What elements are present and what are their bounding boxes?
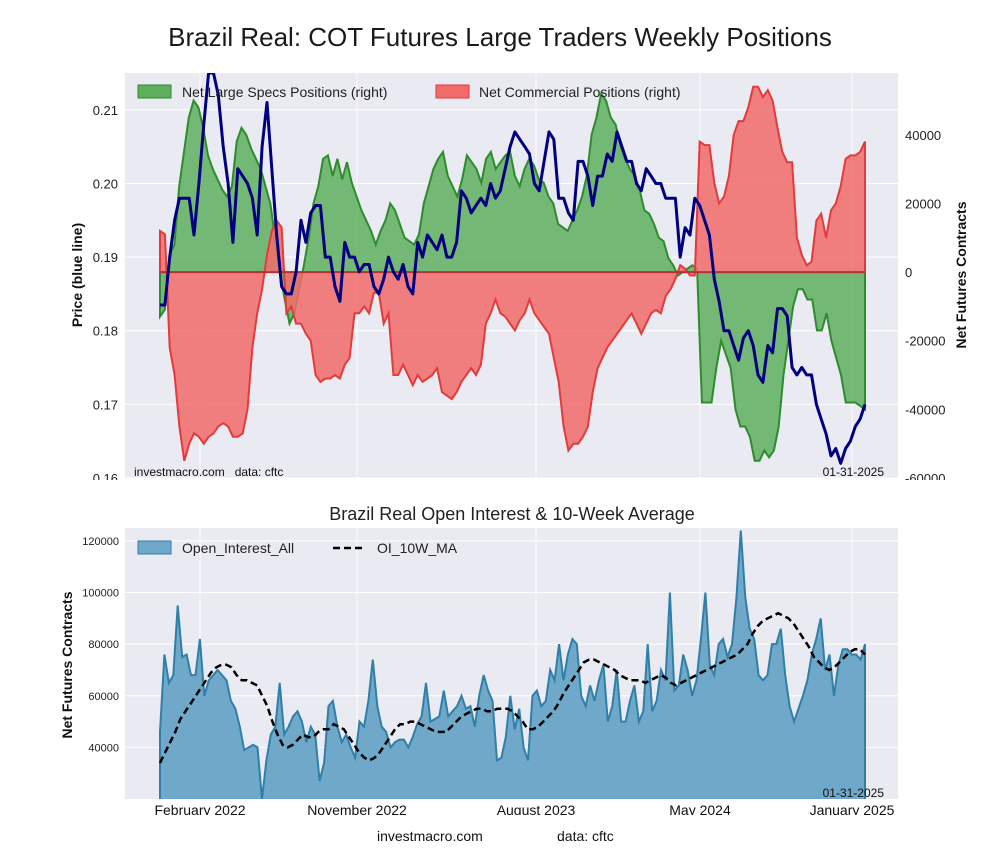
open-interest-chart: Brazil Real Open Interest & 10-Week Aver… xyxy=(59,504,898,815)
top-watermark: investmacro.com data: cftc xyxy=(134,465,283,479)
legend-label-specs: Net Large Specs Positions (right) xyxy=(182,84,387,100)
legend-label-commercial: Net Commercial Positions (right) xyxy=(479,84,681,100)
top-right-tick-1: -40000 xyxy=(905,402,945,417)
x-tick-1: November 2022 xyxy=(307,802,407,815)
top-date-label: 01-31-2025 xyxy=(823,465,885,479)
bottom-left-tick-1: 60000 xyxy=(88,691,119,703)
legend-swatch-open-interest xyxy=(137,540,172,555)
bottom-x-ticks: February 2022 November 2022 August 2023 May… xyxy=(154,802,894,815)
top-left-ticks: 0.16 0.17 0.18 0.19 0.20 0.21 xyxy=(93,103,118,480)
top-left-tick-0: 0.16 xyxy=(93,471,118,480)
top-right-ticks: -60000 -40000 -20000 0 20000 40000 xyxy=(905,128,945,480)
legend-swatch-commercial xyxy=(435,84,470,99)
top-left-tick-1: 0.17 xyxy=(93,397,118,412)
bottom-legend: Open_Interest_All OI_10W_MA xyxy=(137,540,458,556)
top-legend: Net Large Specs Positions (right) Net Co… xyxy=(137,84,681,100)
top-right-axis-label: Net Futures Contracts xyxy=(953,201,969,348)
footer-site: investmacro.com xyxy=(377,828,483,844)
top-right-tick-0: -60000 xyxy=(905,471,945,480)
x-tick-4: January 2025 xyxy=(810,802,895,815)
price-line xyxy=(160,73,867,465)
legend-swatch-specs xyxy=(137,84,172,99)
top-left-tick-3: 0.19 xyxy=(93,250,118,265)
legend-label-ma: OI_10W_MA xyxy=(377,540,458,556)
legend-label-open-interest: Open_Interest_All xyxy=(182,540,294,556)
bottom-left-tick-3: 100000 xyxy=(82,588,119,600)
page-title: Brazil Real: COT Futures Large Traders W… xyxy=(168,22,832,52)
top-right-tick-5: 40000 xyxy=(905,128,941,143)
top-left-tick-5: 0.21 xyxy=(93,103,118,118)
bottom-axis-label: Net Futures Contracts xyxy=(59,591,75,738)
top-right-tick-3: 0 xyxy=(905,265,912,280)
bottom-left-tick-0: 40000 xyxy=(88,742,119,754)
top-left-tick-2: 0.18 xyxy=(93,324,118,339)
top-left-axis-label: Price (blue line) xyxy=(69,223,85,327)
top-left-tick-4: 0.20 xyxy=(93,177,118,192)
x-tick-2: August 2023 xyxy=(497,802,576,815)
bottom-left-tick-2: 80000 xyxy=(88,639,119,651)
x-tick-0: February 2022 xyxy=(154,802,245,815)
x-tick-3: May 2024 xyxy=(669,802,731,815)
oi-10w-ma-line xyxy=(158,611,866,764)
top-right-tick-2: -20000 xyxy=(905,334,945,349)
footer-data: data: cftc xyxy=(557,828,614,844)
bottom-left-tick-4: 120000 xyxy=(82,536,119,548)
bottom-date-label: 01-31-2025 xyxy=(823,786,885,800)
top-right-tick-4: 20000 xyxy=(905,196,941,211)
open-interest-area xyxy=(159,530,866,799)
cot-positions-chart: 0.16 0.17 0.18 0.19 0.20 0.21 -60000 -40000 -20… xyxy=(69,73,969,480)
bottom-left-ticks: 40000 60000 80000 100000 120000 xyxy=(82,536,119,755)
bottom-chart-title: Brazil Real Open Interest & 10-Week Aver… xyxy=(329,504,695,524)
